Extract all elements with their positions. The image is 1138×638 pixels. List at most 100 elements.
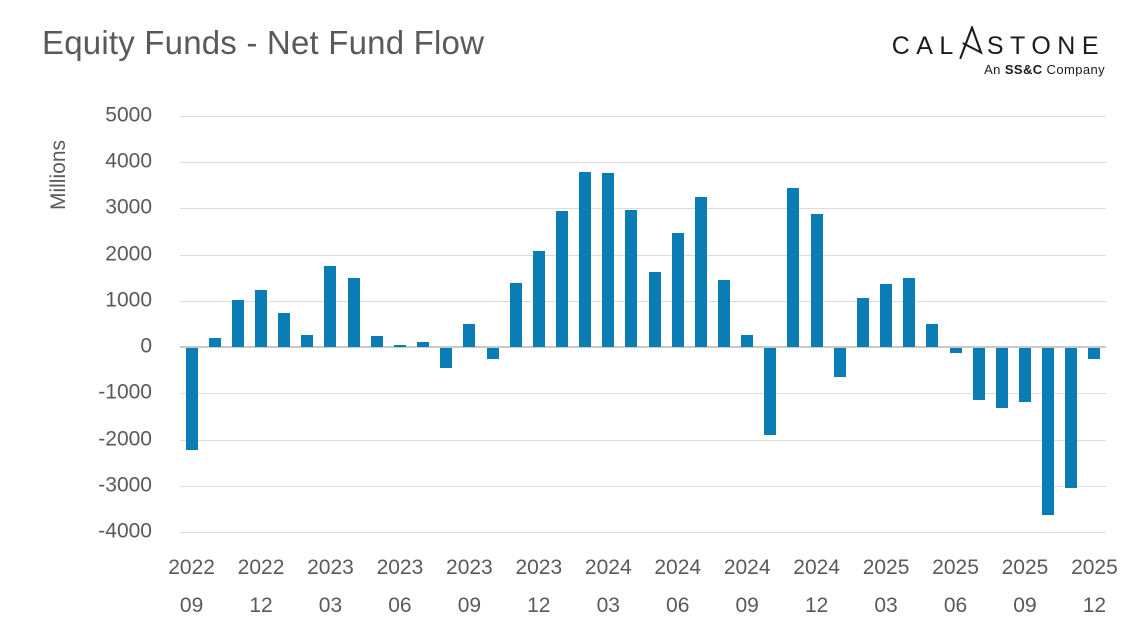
bar-2025-06	[949, 348, 962, 353]
x-tick-year: 2022	[168, 556, 215, 579]
gridline	[180, 254, 1106, 256]
bar-2024-06	[671, 232, 684, 348]
x-tick-year: 2024	[584, 556, 632, 579]
x-tick-label: 2023 03	[292, 549, 368, 625]
bar-2025-08	[995, 348, 1008, 408]
x-tick-month: 03	[874, 594, 898, 617]
x-tick-month: 12	[527, 594, 551, 617]
bar-2023-06	[393, 344, 406, 348]
bar-2025-02	[856, 298, 869, 348]
bar-2022-10	[208, 338, 221, 348]
x-tick-month: 06	[666, 594, 690, 617]
logo-subtitle-bold: SS&C	[1004, 62, 1043, 77]
x-tick-year: 2025	[1001, 556, 1049, 579]
x-tick-label: 2023 12	[501, 549, 577, 625]
x-tick-month: 09	[735, 594, 759, 617]
x-tick-month: 03	[318, 594, 343, 617]
y-tick-label: 5000	[105, 103, 152, 127]
gridline	[180, 485, 1106, 487]
logo-subtitle-suffix: Company	[1042, 62, 1105, 77]
calastone-a-icon	[959, 26, 983, 59]
bar-2025-12	[1088, 348, 1101, 359]
bar-2024-08	[718, 279, 731, 348]
bar-2023-12	[532, 250, 545, 348]
gridline	[180, 162, 1106, 164]
bar-2023-03	[324, 265, 337, 348]
bar-2023-07	[417, 342, 430, 348]
logo-text-start: CAL	[891, 32, 960, 60]
x-tick-label: 2025 09	[987, 549, 1063, 625]
x-tick-year: 2024	[723, 556, 771, 579]
x-tick-label: 2024 12	[779, 549, 855, 625]
logo-text-end: STONE	[986, 32, 1105, 60]
gridline	[180, 439, 1106, 441]
x-tick-year: 2025	[1071, 556, 1118, 579]
bar-2023-08	[440, 348, 453, 368]
x-tick-month: 09	[179, 594, 204, 617]
x-tick-label: 2024 09	[709, 549, 785, 625]
x-axis-tick-labels: 2022 09 2022 12 2023 03 2023 06 2023 09 2023 12 2024…	[168, 549, 1118, 629]
x-tick-label: 2023 09	[431, 549, 507, 625]
x-tick-year: 2025	[862, 556, 910, 579]
x-tick-label: 2025 12	[1056, 549, 1132, 625]
y-tick-label: 0	[140, 334, 152, 358]
logo-subtitle-prefix: An	[984, 62, 1005, 77]
gridline	[180, 208, 1106, 210]
zero-axis-line	[180, 346, 1106, 349]
x-tick-year: 2022	[237, 556, 285, 579]
gridline	[180, 300, 1106, 302]
x-tick-year: 2024	[793, 556, 840, 579]
bar-2023-10	[486, 348, 499, 359]
x-tick-label: 2025 03	[848, 549, 924, 625]
bar-2024-05	[648, 271, 661, 348]
x-tick-label: 2024 06	[640, 549, 716, 625]
x-tick-month: 06	[388, 594, 412, 617]
bar-2024-10	[764, 348, 777, 436]
x-tick-month: 09	[457, 594, 482, 617]
x-tick-year: 2023	[376, 556, 424, 579]
bar-2022-09	[185, 348, 198, 450]
gridline	[180, 116, 1106, 117]
bar-2025-09	[1018, 348, 1031, 403]
x-tick-year: 2025	[932, 556, 979, 579]
bar-2022-11	[231, 299, 244, 348]
x-tick-year: 2023	[446, 556, 493, 579]
bar-2024-07	[694, 196, 707, 348]
bar-2024-01	[555, 210, 568, 348]
y-tick-label: 4000	[105, 149, 152, 173]
x-tick-label: 2025 06	[918, 549, 994, 625]
x-tick-year: 2023	[515, 556, 563, 579]
calastone-wordmark: CAL STONE	[892, 26, 1105, 59]
plot-area	[180, 116, 1106, 533]
bar-2023-04	[347, 277, 360, 348]
x-tick-label: 2022 12	[223, 549, 299, 625]
y-tick-label: -3000	[98, 473, 152, 497]
logo-subtitle: An SS&C Company	[892, 62, 1105, 77]
bar-2025-11	[1065, 348, 1078, 488]
bar-2025-03	[880, 284, 893, 348]
bar-2025-07	[972, 348, 985, 401]
bar-2023-02	[301, 334, 314, 348]
bar-2023-11	[509, 282, 522, 348]
bar-2024-02	[579, 171, 592, 348]
y-axis-tick-labels: 5000 4000 3000 2000 1000 0 -1000 -2000 -3000 -400…	[0, 0, 152, 638]
y-tick-label: 3000	[105, 195, 152, 219]
bar-2025-01	[833, 348, 846, 378]
x-tick-month: 06	[943, 594, 968, 617]
y-tick-label: -4000	[98, 519, 152, 543]
x-tick-month: 12	[1082, 594, 1107, 617]
y-tick-label: -1000	[98, 380, 152, 404]
bar-2024-11	[787, 187, 800, 348]
x-tick-label: 2024 03	[570, 549, 646, 625]
bar-2023-05	[370, 335, 383, 348]
x-tick-label: 2023 06	[362, 549, 438, 625]
y-tick-label: 1000	[105, 288, 152, 312]
gridline	[180, 532, 1106, 533]
bar-2025-05	[926, 323, 939, 348]
y-tick-label: 2000	[105, 242, 152, 266]
bar-2024-03	[602, 172, 615, 348]
x-tick-year: 2024	[654, 556, 702, 579]
bar-2023-09	[463, 324, 476, 348]
